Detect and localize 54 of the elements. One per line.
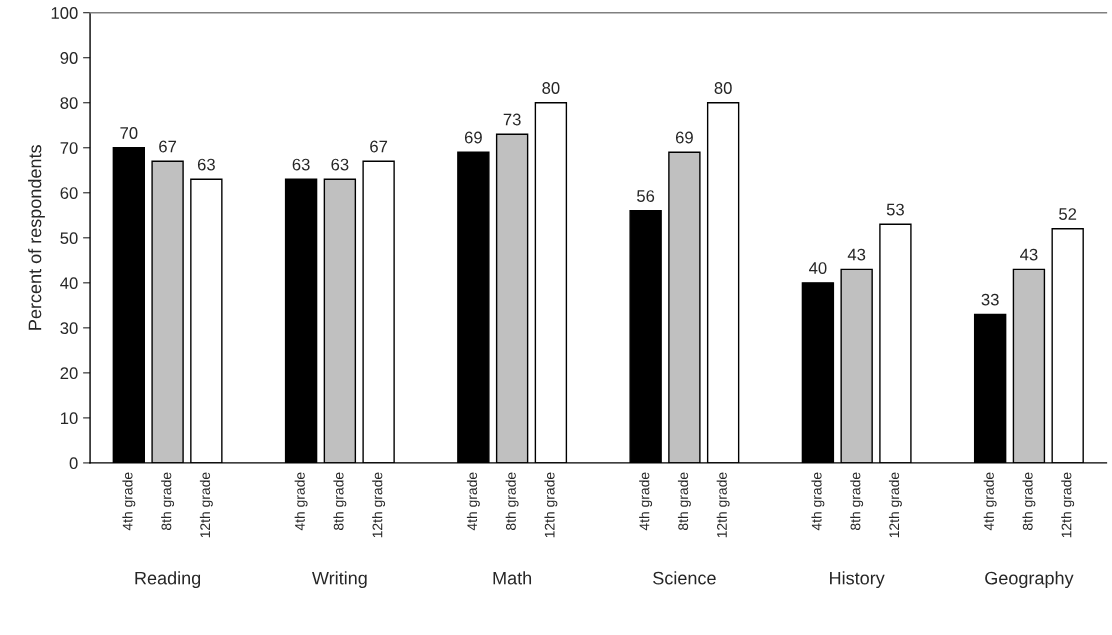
x-tick-label: Reading (135, 571, 201, 589)
data-label: 40 (809, 262, 827, 274)
text: 4th grade (466, 472, 480, 531)
data-label: 56 (637, 190, 655, 202)
data-label: 80 (714, 82, 732, 94)
y-tick-label: 30 (60, 322, 78, 335)
text: 4th grade (811, 472, 825, 531)
data-label: 43 (847, 248, 866, 261)
y-tick-label: 90 (60, 52, 78, 64)
data-label: 63 (197, 158, 215, 171)
data-label: 53 (886, 203, 904, 216)
y-tick-label: 10 (61, 412, 78, 425)
data-label: 67 (370, 140, 388, 153)
x-tick-label: History (830, 571, 885, 589)
data-label: 73 (503, 113, 521, 126)
text: 4th grade (294, 472, 308, 531)
text: 8th grade (1022, 472, 1036, 530)
data-label: 69 (464, 131, 482, 144)
data-label: 70 (120, 127, 138, 139)
y-tick-label: 20 (60, 367, 78, 380)
y-tick-label: 0 (69, 457, 78, 470)
data-label: 69 (675, 131, 693, 144)
data-label: 80 (542, 82, 560, 94)
text: 8th grade (505, 472, 519, 530)
data-label: 43 (1020, 248, 1038, 261)
text: 12th grade (199, 472, 213, 538)
text: 12th grade (372, 472, 386, 538)
x-tick-label: Science (653, 571, 716, 585)
y-axis-title: Percent of respondents (28, 145, 45, 330)
text: 4th grade (983, 472, 997, 531)
text: 8th grade (677, 472, 691, 530)
data-label: 33 (981, 293, 999, 306)
data-label: 52 (1059, 208, 1077, 220)
text: 4th grade (122, 472, 136, 531)
data-label: 63 (331, 158, 349, 171)
text: 12th grade (716, 472, 730, 538)
x-tick-label: Math (493, 571, 532, 585)
x-tick-label: Writing (312, 571, 367, 589)
data-label: 67 (159, 140, 177, 153)
text: 4th grade (639, 472, 653, 531)
y-tick-label: 80 (60, 97, 78, 109)
y-tick-label: 40 (60, 277, 78, 290)
text: 8th grade (161, 472, 175, 530)
y-tick-label: 60 (60, 187, 78, 199)
text: 8th grade (850, 472, 864, 530)
y-tick-label: 100 (51, 7, 78, 19)
x-tick-label: Geography (985, 571, 1074, 589)
text: 12th grade (544, 472, 558, 538)
text: 12th grade (888, 472, 902, 538)
text: 12th grade (1061, 472, 1075, 538)
y-tick-label: 50 (60, 232, 78, 245)
y-tick-label: 70 (60, 142, 78, 154)
text: 8th grade (333, 472, 347, 530)
data-label: 63 (292, 158, 310, 171)
